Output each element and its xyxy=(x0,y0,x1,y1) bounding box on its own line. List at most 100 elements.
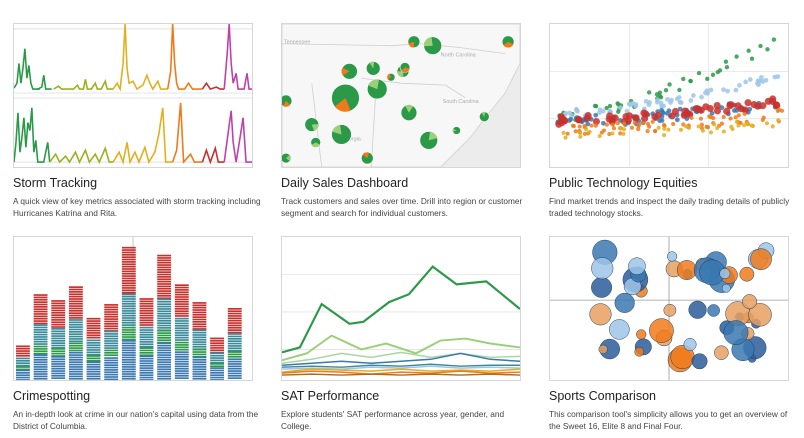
scatter-point xyxy=(565,131,570,136)
bar-stripe xyxy=(139,367,154,369)
bar-stripe xyxy=(121,319,136,322)
bar-stripe xyxy=(139,312,154,315)
bar-stripe xyxy=(51,358,66,361)
bar-stripe xyxy=(174,356,189,358)
bar-stripe xyxy=(15,369,30,372)
bar-stripe xyxy=(121,329,136,331)
bar-stripe xyxy=(227,335,242,338)
bar-stripe xyxy=(192,321,207,323)
bar-stripe xyxy=(121,331,136,334)
bar-stripe xyxy=(33,375,48,378)
bar-stripe xyxy=(33,329,48,331)
card-title[interactable]: Public Technology Equities xyxy=(549,176,698,190)
bar-stripe xyxy=(104,342,119,345)
bar-stripe xyxy=(51,319,66,321)
bar-stripe xyxy=(227,340,242,343)
bar-stripe xyxy=(192,313,207,316)
scatter-point xyxy=(698,116,704,121)
bar-stripe xyxy=(157,319,172,322)
card-description: A quick view of key metrics associated w… xyxy=(13,196,261,218)
bar-stripe xyxy=(86,361,101,364)
bar-stripe xyxy=(192,361,207,364)
bar-stripe xyxy=(157,327,172,329)
bar-stripe xyxy=(139,307,154,310)
bar-stripe xyxy=(227,308,242,310)
bar-stripe xyxy=(121,268,136,270)
bar-stripe xyxy=(139,329,154,331)
scatter-point xyxy=(721,87,726,93)
bar-stripe xyxy=(192,368,207,371)
bar-stripe xyxy=(192,341,207,343)
bar-stripe xyxy=(104,366,119,369)
bar-stripe xyxy=(210,342,225,345)
bar-stripe xyxy=(104,371,119,374)
bar-stripe xyxy=(33,317,48,320)
bar-stripe xyxy=(157,329,172,332)
bubble xyxy=(723,320,749,346)
bar-stripe xyxy=(68,291,83,293)
bar-stripe xyxy=(121,321,136,324)
bar-stripe xyxy=(86,370,101,373)
bar-stripe xyxy=(15,359,30,362)
bar-stripe xyxy=(157,366,172,368)
sports-comparison-thumbnail[interactable] xyxy=(549,236,789,381)
card-title[interactable]: SAT Performance xyxy=(281,389,380,403)
bar-stripe xyxy=(227,317,242,320)
bar-stripe xyxy=(210,374,225,377)
bar-stripe xyxy=(192,328,207,330)
bar-stripe xyxy=(68,326,83,328)
bar-stripe xyxy=(33,308,48,311)
bar-stripe xyxy=(227,370,242,372)
bar-stripe xyxy=(174,370,189,372)
scatter-point xyxy=(715,125,720,131)
bar-stripe xyxy=(157,356,172,359)
sat-performance-thumbnail[interactable] xyxy=(281,236,521,381)
bar-stripe xyxy=(33,363,48,366)
map-label-georgia: Georgia xyxy=(342,136,362,142)
bar-stripe xyxy=(33,331,48,334)
card-title[interactable]: Daily Sales Dashboard xyxy=(281,176,409,190)
pie-slice xyxy=(332,124,342,135)
scatter-point xyxy=(729,124,734,129)
bar-stripe xyxy=(227,358,242,361)
bar-stripe xyxy=(15,364,30,367)
card-title[interactable]: Storm Tracking xyxy=(13,176,98,190)
bar-stripe xyxy=(86,375,101,378)
bar-stripe xyxy=(104,315,119,318)
bar-stripe xyxy=(157,300,172,303)
bar-stripe xyxy=(86,353,101,356)
scatter-point xyxy=(737,82,742,88)
public-technology-equities-thumbnail[interactable] xyxy=(549,23,789,168)
bar-stripe xyxy=(174,317,189,320)
card-title[interactable]: Crimespotting xyxy=(13,389,91,403)
bar-stripe xyxy=(157,303,172,306)
pie-slice xyxy=(405,104,414,113)
scatter-point xyxy=(764,121,770,126)
crimespotting-thumbnail[interactable] xyxy=(13,236,253,381)
bar-stripe xyxy=(192,316,207,318)
bar-stripe xyxy=(51,374,66,377)
bar-stripe xyxy=(68,295,83,298)
scatter-point xyxy=(688,98,694,103)
pie-slice xyxy=(452,128,457,132)
bar-stripe xyxy=(139,376,154,379)
card-title[interactable]: Sports Comparison xyxy=(549,389,656,403)
scatter-point xyxy=(618,131,623,136)
scatter-point xyxy=(610,122,615,127)
scatter-point xyxy=(642,110,650,118)
bar-stripe xyxy=(227,351,242,353)
bar-stripe xyxy=(139,324,154,326)
storm-tracking-thumbnail[interactable] xyxy=(13,23,253,168)
bar-stripe xyxy=(174,284,189,287)
bar-stripe xyxy=(227,349,242,352)
daily-sales-dashboard-thumbnail[interactable]: North Carolina South Carolina Georgia Te… xyxy=(281,23,521,168)
scatter-point xyxy=(712,122,717,127)
bar-stripe xyxy=(192,370,207,373)
card-description: This comparison tool's simplicity allows… xyxy=(549,409,788,431)
bar-stripe xyxy=(227,363,242,365)
bar-stripe xyxy=(121,377,136,380)
bar-stripe xyxy=(157,305,172,308)
bubble xyxy=(707,304,720,317)
scatter-point xyxy=(678,100,684,105)
bar-stripe xyxy=(51,342,66,345)
